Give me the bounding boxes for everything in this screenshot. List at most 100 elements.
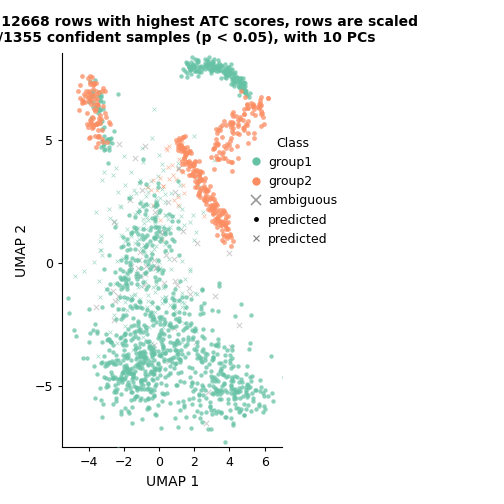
Point — [193, 183, 201, 191]
Point — [161, 296, 169, 304]
Point — [186, 147, 194, 155]
Point — [126, 368, 134, 376]
Point — [142, 200, 150, 208]
Point — [220, 379, 228, 387]
Point — [235, 75, 243, 83]
Point — [192, 167, 200, 175]
Point — [141, 200, 149, 208]
Point — [191, 183, 199, 191]
Point — [229, 74, 237, 82]
Point — [181, 150, 189, 158]
Point — [149, 349, 157, 357]
Point — [144, 282, 152, 290]
Point — [222, 213, 230, 221]
Point — [210, 156, 218, 164]
Point — [174, 330, 182, 338]
Point — [94, 103, 102, 111]
Point — [207, 195, 215, 203]
Point — [248, 397, 257, 405]
Point — [228, 76, 236, 84]
Point — [217, 61, 225, 69]
Point — [139, 328, 147, 336]
Point — [102, 136, 110, 144]
Point — [216, 218, 224, 226]
Point — [100, 123, 108, 132]
Point — [130, 223, 138, 231]
Point — [182, 319, 191, 327]
Point — [89, 123, 97, 131]
Point — [214, 377, 222, 385]
Point — [170, 303, 178, 311]
Point — [147, 186, 155, 194]
Point — [218, 218, 226, 226]
Point — [122, 351, 130, 359]
Point — [105, 375, 113, 383]
Point — [187, 65, 195, 73]
Point — [90, 258, 98, 266]
Point — [121, 330, 130, 338]
Point — [120, 346, 128, 354]
Point — [215, 148, 223, 156]
Point — [141, 376, 149, 384]
Point — [151, 202, 159, 210]
Point — [188, 53, 196, 61]
Point — [185, 63, 193, 71]
Point — [89, 327, 97, 335]
Point — [220, 238, 228, 246]
Point — [162, 308, 170, 316]
Point — [117, 375, 125, 384]
Point — [124, 379, 132, 387]
Point — [127, 356, 135, 364]
Point — [153, 186, 161, 195]
Point — [128, 296, 136, 304]
Point — [133, 386, 141, 394]
Point — [237, 300, 245, 308]
Point — [240, 411, 248, 419]
Point — [148, 263, 156, 271]
Point — [148, 339, 156, 347]
Point — [138, 360, 146, 368]
Point — [137, 385, 145, 393]
Point — [214, 335, 222, 343]
Point — [176, 355, 184, 363]
Point — [204, 186, 212, 194]
Point — [213, 61, 221, 70]
Point — [223, 69, 231, 77]
Point — [242, 405, 250, 413]
Point — [230, 82, 238, 90]
Point — [111, 381, 119, 389]
Point — [135, 334, 143, 342]
Point — [175, 136, 183, 144]
Point — [242, 383, 250, 391]
Point — [94, 109, 102, 117]
Point — [222, 413, 230, 421]
Point — [158, 312, 166, 321]
Point — [151, 213, 159, 221]
Point — [218, 68, 226, 76]
Point — [99, 138, 107, 146]
Point — [84, 123, 92, 132]
Point — [213, 129, 221, 137]
Point — [113, 339, 121, 347]
Point — [83, 353, 91, 361]
Point — [178, 303, 186, 311]
Point — [236, 387, 244, 395]
Point — [173, 337, 181, 345]
Point — [210, 144, 218, 152]
Point — [242, 90, 250, 98]
Point — [143, 306, 151, 314]
Point — [235, 130, 243, 138]
Point — [211, 64, 219, 72]
Point — [193, 338, 201, 346]
Point — [220, 66, 228, 74]
Point — [128, 388, 136, 396]
Point — [104, 382, 112, 390]
Point — [129, 373, 137, 382]
Point — [126, 258, 134, 266]
Point — [93, 90, 101, 98]
Point — [223, 71, 231, 79]
Point — [116, 202, 124, 210]
Point — [94, 101, 102, 109]
Point — [257, 383, 265, 391]
Point — [217, 359, 225, 367]
